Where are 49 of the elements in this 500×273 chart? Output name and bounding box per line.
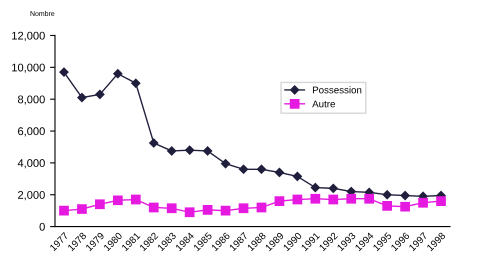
y-tick-label: 12,000 bbox=[12, 32, 45, 41]
point bbox=[113, 69, 122, 78]
point bbox=[418, 198, 428, 208]
point bbox=[274, 168, 284, 178]
point bbox=[400, 202, 410, 212]
point bbox=[185, 146, 194, 155]
point bbox=[346, 194, 356, 204]
y-tick-label: 6,000 bbox=[18, 127, 45, 136]
point bbox=[382, 201, 392, 211]
point bbox=[131, 78, 140, 88]
point bbox=[400, 190, 410, 200]
point bbox=[202, 146, 212, 156]
point bbox=[328, 184, 338, 193]
point bbox=[220, 159, 230, 168]
point bbox=[59, 67, 69, 77]
point bbox=[256, 202, 266, 212]
point bbox=[256, 164, 266, 174]
point bbox=[77, 204, 87, 214]
point bbox=[77, 92, 87, 102]
point bbox=[59, 206, 69, 216]
point bbox=[238, 164, 248, 174]
point bbox=[238, 203, 248, 214]
point bbox=[202, 205, 212, 215]
point bbox=[292, 194, 302, 204]
y-tick-label: 10,000 bbox=[12, 64, 45, 73]
point bbox=[382, 190, 392, 200]
point bbox=[148, 202, 159, 212]
point bbox=[220, 206, 230, 216]
point bbox=[274, 196, 284, 206]
legend-label: Possession bbox=[312, 86, 362, 94]
point bbox=[166, 203, 177, 214]
y-tick-label: 2,000 bbox=[18, 191, 45, 200]
y-tick-label: 8,000 bbox=[18, 95, 45, 105]
point bbox=[310, 182, 320, 192]
point bbox=[184, 207, 195, 218]
point bbox=[95, 90, 105, 100]
point bbox=[436, 196, 446, 206]
point bbox=[95, 199, 105, 210]
y-tick-label: 4,000 bbox=[18, 159, 45, 168]
point bbox=[364, 194, 374, 204]
point bbox=[149, 138, 158, 148]
point bbox=[112, 195, 123, 206]
point bbox=[310, 194, 320, 204]
point bbox=[328, 194, 338, 204]
point bbox=[167, 146, 176, 156]
legend-label: Autre bbox=[312, 100, 335, 108]
y-tick-label: 0 bbox=[40, 222, 45, 231]
point bbox=[292, 172, 302, 182]
point bbox=[130, 194, 141, 204]
